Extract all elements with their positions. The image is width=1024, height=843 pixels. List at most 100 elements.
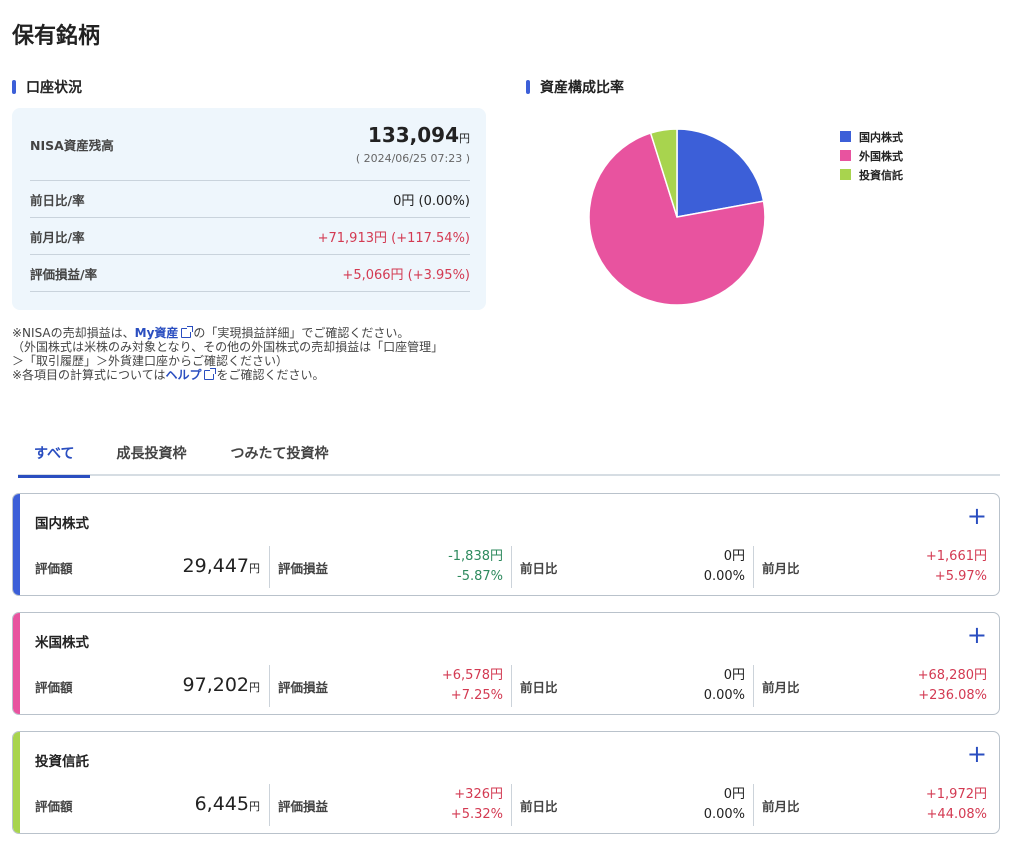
month-change-value: +1,661円 +5.97% (925, 549, 987, 584)
day-change-value: 0円 0.00% (703, 549, 745, 584)
day-change-label: 前日比 (520, 798, 558, 814)
pl-label: 評価損益 (278, 560, 329, 576)
day-change-value: 0円 0.00% (703, 787, 745, 822)
legend-item-domestic: 国内株式 (840, 127, 903, 146)
holdings-tabs: すべて 成長投資枠 つみたて投資枠 (18, 430, 1000, 478)
month-change-value: +71,913円 (+117.54%) (317, 230, 470, 246)
card-accent (13, 732, 20, 833)
valuation-value: 97,202円 (182, 673, 260, 696)
yen-unit: 円 (249, 680, 260, 694)
account-heading-label: 口座状況 (26, 80, 82, 96)
month-change-row: 前月比/率 +71,913円 (+117.54%) (30, 218, 470, 255)
pl-value: +326円 +5.32% (450, 787, 503, 822)
unrealized-pl-label: 評価損益/率 (30, 266, 98, 282)
holding-name: 投資信託 (35, 754, 89, 770)
day-change-cell: 前日比 0円 0.00% (511, 665, 745, 707)
pl-label: 評価損益 (278, 798, 329, 814)
page-title: 保有銘柄 (12, 24, 101, 49)
pie-slice-2 (649, 128, 678, 218)
valuation-cell: 評価額 97,202円 (35, 665, 260, 707)
month-change-cell: 前月比 +68,280円 +236.08% (753, 665, 987, 707)
month-change-label: 前月比 (762, 679, 800, 695)
notes: ※NISAの売却損益は、My資産 の「実現損益詳細」でご確認ください。 （外国株式… (12, 326, 443, 382)
tab-tsumitate[interactable]: つみたて投資枠 (230, 446, 329, 462)
card-accent (13, 494, 20, 595)
pl-value: +6,578円 +7.25% (441, 668, 503, 703)
day-change-cell: 前日比 0円 0.00% (511, 784, 745, 826)
valuation-label: 評価額 (35, 560, 73, 576)
month-change-value: +1,972円 +44.08% (925, 787, 987, 822)
expand-plus-icon[interactable]: + (966, 502, 987, 530)
account-summary: NISA資産残高 133,094円 ( 2024/06/25 07:23 ) 前… (12, 108, 486, 310)
account-heading: 口座状況 (12, 77, 82, 97)
pie-slice-0 (676, 128, 765, 218)
day-change-value: 0円 (0.00%) (393, 193, 470, 209)
day-change-label: 前日比/率 (30, 192, 85, 208)
legend-item-foreign: 外国株式 (840, 146, 903, 165)
month-change-cell: 前月比 +1,972円 +44.08% (753, 784, 987, 826)
valuation-cell: 評価額 29,447円 (35, 546, 260, 588)
note-text: をご確認ください。 (216, 368, 325, 382)
my-assets-link[interactable]: My資産 (134, 326, 179, 340)
legend-item-fund: 投資信託 (840, 165, 903, 184)
tab-all[interactable]: すべて (18, 430, 91, 478)
legend-swatch (840, 169, 851, 180)
valuation-cell: 評価額 6,445円 (35, 784, 260, 826)
valuation-value: 6,445円 (194, 792, 260, 815)
legend-label: 外国株式 (859, 149, 903, 163)
day-change-label: 前日比 (520, 679, 558, 695)
yen-unit: 円 (459, 132, 470, 145)
nisa-balance-label: NISA資産残高 (30, 137, 114, 153)
holding-card[interactable]: 国内株式 + 評価額 29,447円 評価損益 -1,838円 -5.87% 前日… (12, 493, 1000, 596)
nisa-balance-value: 133,094 (367, 123, 459, 147)
pie-legend: 国内株式 外国株式 投資信託 (840, 127, 903, 184)
heading-marker (526, 80, 530, 94)
balance-timestamp: ( 2024/06/25 07:23 ) (355, 152, 470, 165)
external-link-icon (204, 368, 217, 380)
expand-plus-icon[interactable]: + (966, 621, 987, 649)
yen-unit: 円 (249, 561, 260, 575)
holding-name: 米国株式 (35, 635, 89, 651)
pl-cell: 評価損益 -1,838円 -5.87% (269, 546, 503, 588)
heading-marker (12, 80, 16, 94)
legend-label: 投資信託 (859, 168, 903, 182)
pie-slice-1 (588, 132, 766, 306)
external-link-icon (181, 326, 194, 338)
expand-plus-icon[interactable]: + (966, 740, 987, 768)
note-text: ※NISAの売却損益は、 (12, 326, 135, 340)
month-change-value: +68,280円 +236.08% (917, 668, 987, 703)
day-change-label: 前日比 (520, 560, 558, 576)
pl-cell: 評価損益 +326円 +5.32% (269, 784, 503, 826)
valuation-value: 29,447円 (182, 554, 260, 577)
day-change-row: 前日比/率 0円 (0.00%) (30, 181, 470, 218)
legend-swatch (840, 131, 851, 142)
valuation-label: 評価額 (35, 679, 73, 695)
pl-cell: 評価損益 +6,578円 +7.25% (269, 665, 503, 707)
card-accent (13, 613, 20, 714)
composition-pie-chart (588, 128, 766, 306)
note-text: （外国株式は米株のみ対象となり、その他の外国株式の売却損益は「口座管理」 (12, 340, 444, 354)
holding-card[interactable]: 米国株式 + 評価額 97,202円 評価損益 +6,578円 +7.25% 前日… (12, 612, 1000, 715)
unrealized-pl-value: +5,066円 (+3.95%) (342, 267, 470, 283)
note-text: の「実現損益詳細」でご確認ください。 (193, 326, 410, 340)
day-change-cell: 前日比 0円 0.00% (511, 546, 745, 588)
nisa-balance-row: NISA資産残高 133,094円 ( 2024/06/25 07:23 ) (30, 108, 470, 181)
month-change-label: 前月比 (762, 798, 800, 814)
month-change-label: 前月比/率 (30, 229, 85, 245)
pl-value: -1,838円 -5.87% (448, 549, 503, 584)
note-text: ＞「取引履歴」＞外貨建口座からご確認ください） (12, 354, 289, 368)
month-change-label: 前月比 (762, 560, 800, 576)
unrealized-pl-row: 評価損益/率 +5,066円 (+3.95%) (30, 255, 470, 292)
holding-card[interactable]: 投資信託 + 評価額 6,445円 評価損益 +326円 +5.32% 前日比 0… (12, 731, 1000, 834)
pl-label: 評価損益 (278, 679, 329, 695)
tab-growth[interactable]: 成長投資枠 (116, 446, 187, 462)
day-change-value: 0円 0.00% (703, 668, 745, 703)
month-change-cell: 前月比 +1,661円 +5.97% (753, 546, 987, 588)
holding-name: 国内株式 (35, 516, 89, 532)
valuation-label: 評価額 (35, 798, 73, 814)
yen-unit: 円 (249, 799, 260, 813)
help-link[interactable]: ヘルプ (165, 368, 202, 382)
legend-swatch (840, 150, 851, 161)
note-text: ※各項目の計算式については (12, 368, 166, 382)
composition-heading-label: 資産構成比率 (540, 80, 624, 96)
